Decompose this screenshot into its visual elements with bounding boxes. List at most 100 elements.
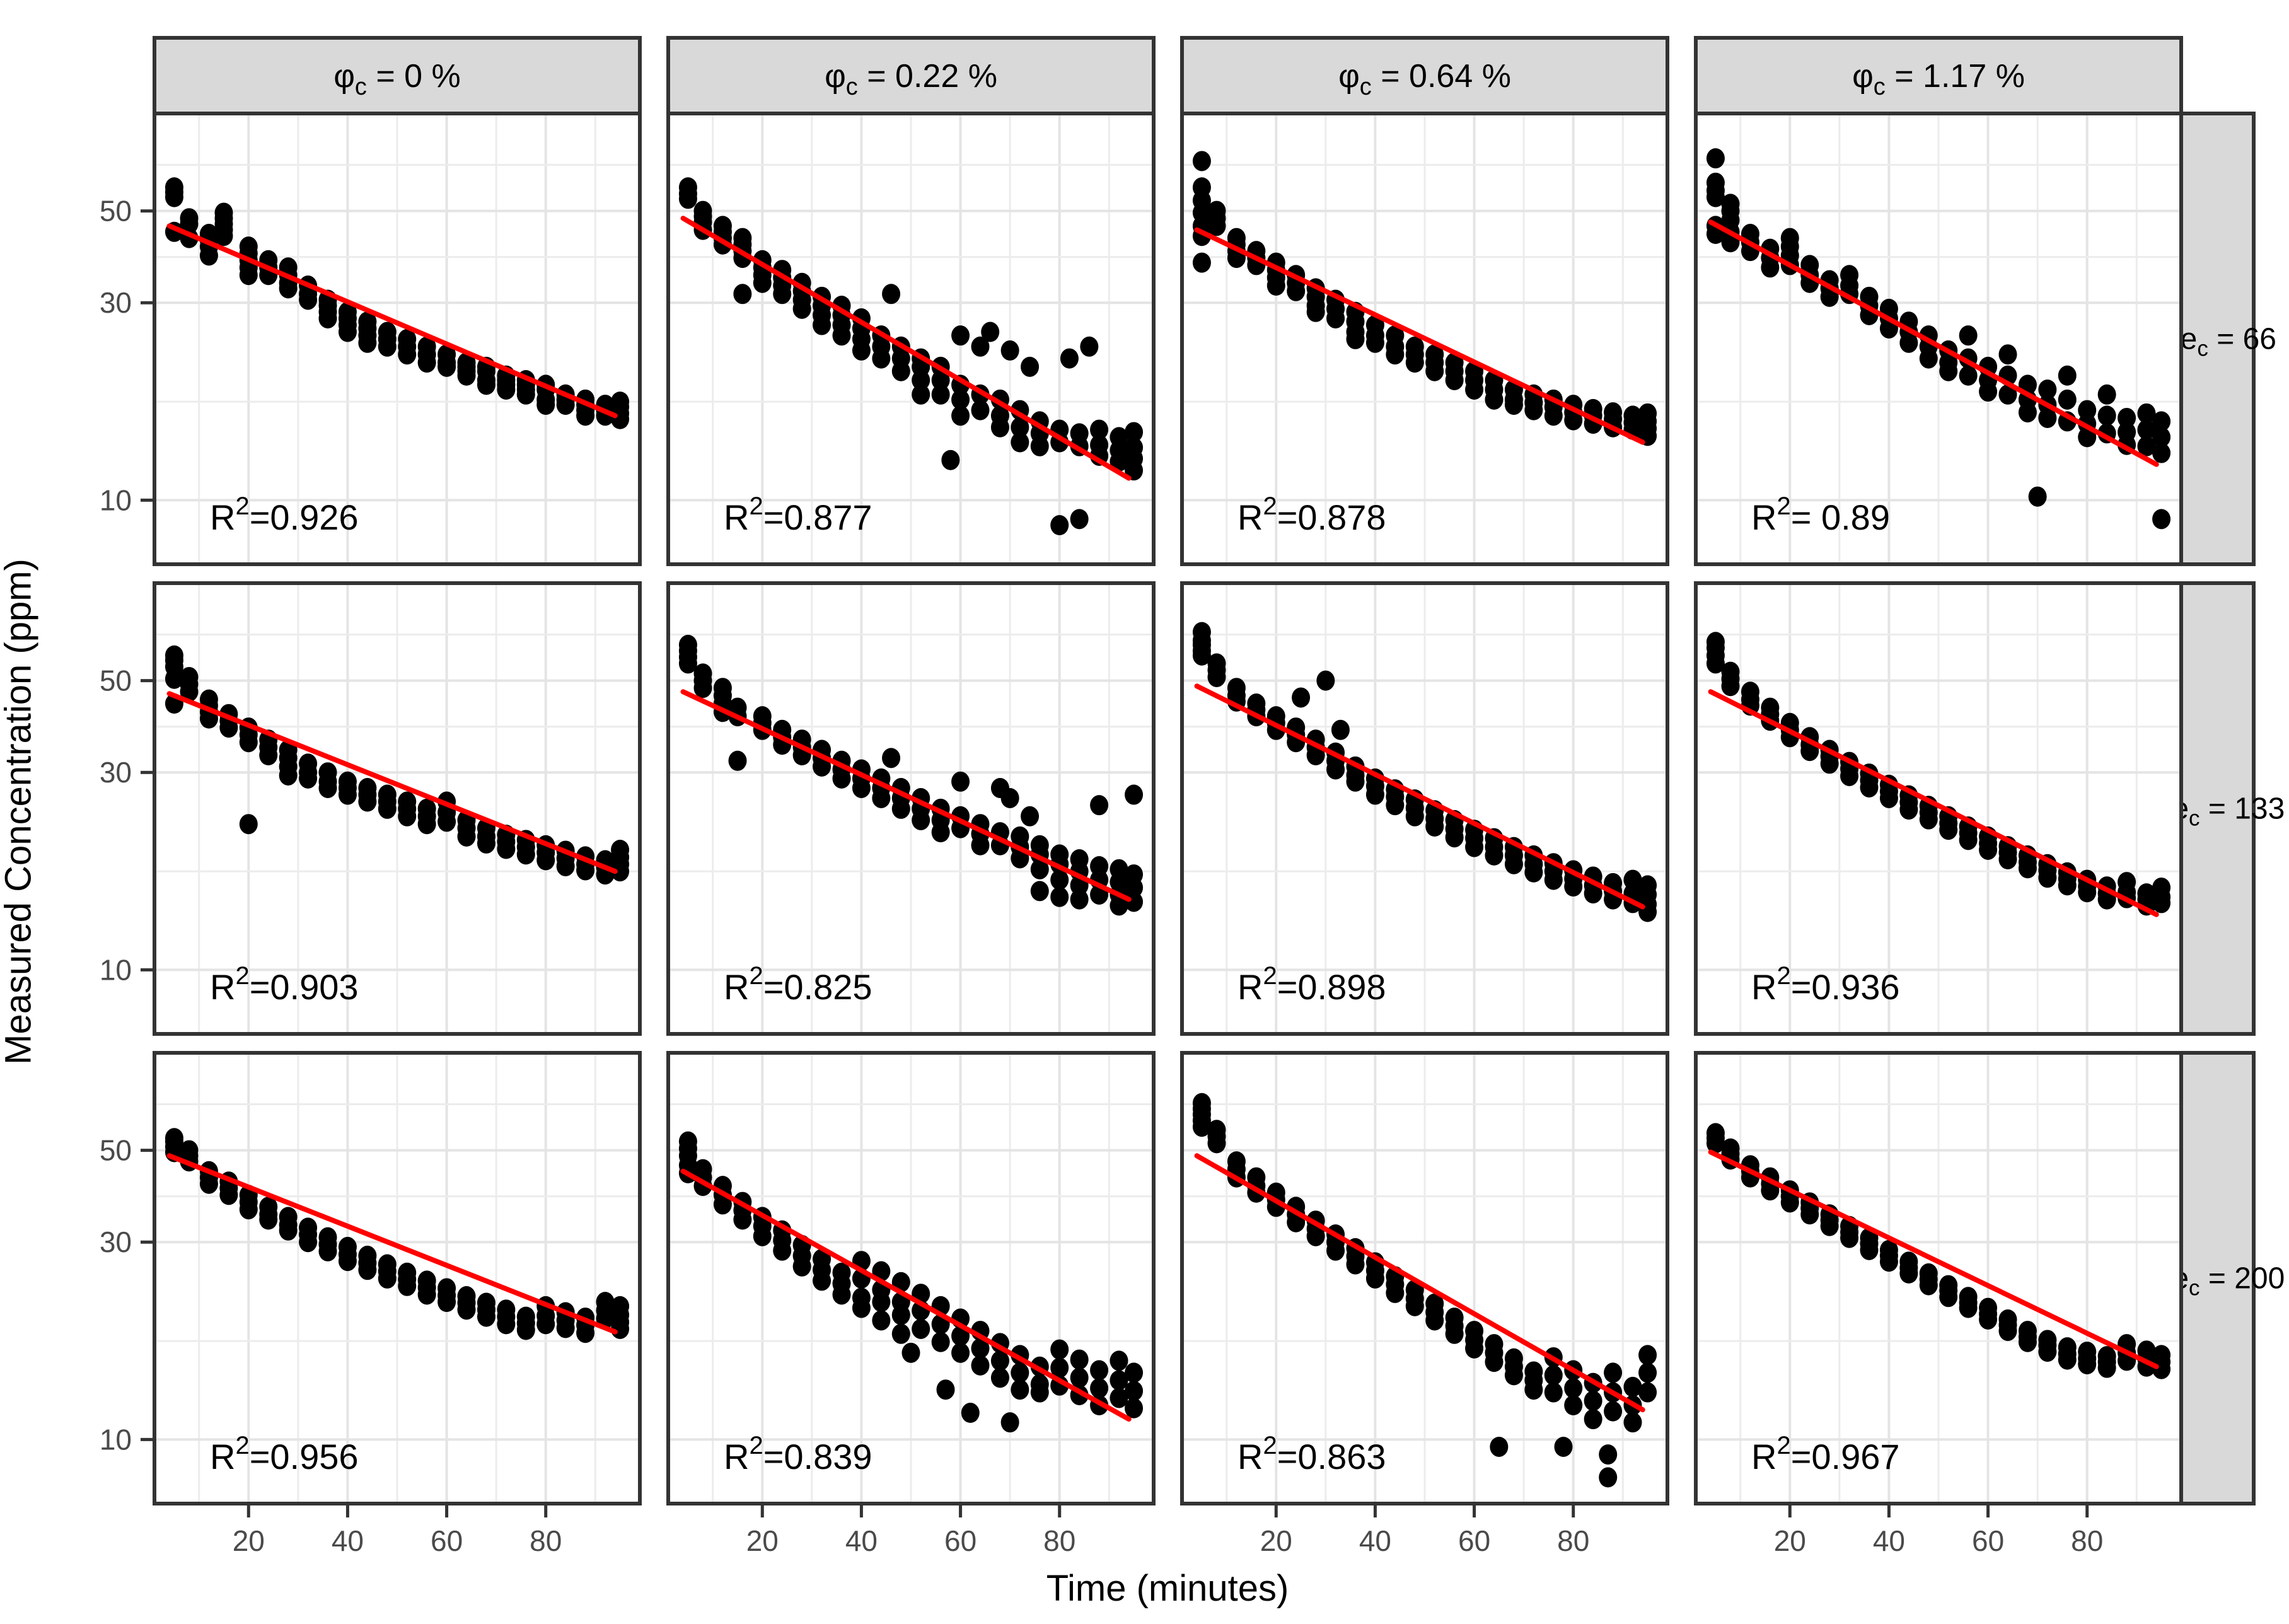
scatter-point bbox=[2097, 384, 2116, 405]
scatter-point bbox=[1638, 1362, 1657, 1383]
scatter-point bbox=[813, 315, 832, 335]
scatter-point bbox=[1584, 883, 1602, 904]
scatter-point bbox=[951, 1342, 970, 1363]
r2-label: R2=0.898 bbox=[1237, 962, 1386, 1007]
scatter-point bbox=[1192, 252, 1211, 273]
scatter-point bbox=[990, 417, 1009, 438]
x-tick-label: 80 bbox=[2071, 1524, 2103, 1557]
scatter-point bbox=[1554, 1436, 1573, 1457]
column-strip-label: φc = 1.17 % bbox=[1852, 58, 2025, 100]
scatter-point bbox=[2152, 427, 2171, 448]
x-tick-label: 20 bbox=[1774, 1524, 1806, 1557]
scatter-point bbox=[1544, 1382, 1563, 1403]
scatter-point bbox=[2152, 443, 2171, 463]
scatter-point bbox=[1405, 352, 1424, 373]
column-strip: φc = 0 % bbox=[153, 36, 642, 115]
scatter-point bbox=[1110, 451, 1128, 472]
scatter-point bbox=[1939, 361, 1958, 381]
scatter-point bbox=[1011, 1362, 1029, 1383]
fit-line bbox=[1708, 219, 2159, 467]
scatter-point bbox=[438, 811, 456, 832]
row-strip: Rec = 133 bbox=[2150, 581, 2285, 1036]
scatter-point bbox=[1780, 1192, 1799, 1213]
scatter-point bbox=[1207, 216, 1226, 236]
scatter-point bbox=[1326, 1240, 1345, 1261]
panel-border bbox=[666, 112, 1156, 566]
scatter-point bbox=[852, 340, 871, 361]
scatter-point bbox=[497, 838, 516, 859]
scatter-point bbox=[1979, 839, 1998, 860]
scatter-point bbox=[1011, 1379, 1029, 1400]
r2-label: R2=0.967 bbox=[1751, 1432, 1900, 1476]
scatter-point bbox=[1125, 1381, 1144, 1401]
strip-background bbox=[2179, 581, 2256, 1036]
r2-label: R2=0.839 bbox=[724, 1432, 872, 1476]
scatter-point bbox=[1000, 787, 1019, 808]
scatter-point bbox=[1564, 1395, 1583, 1415]
scatter-point bbox=[536, 395, 555, 415]
scatter-point bbox=[852, 777, 871, 798]
scatter-point bbox=[1030, 436, 1049, 456]
fit-line bbox=[166, 223, 618, 419]
scatter-point bbox=[1544, 869, 1563, 890]
scatter-point bbox=[239, 1199, 258, 1220]
x-tick-label: 40 bbox=[845, 1524, 878, 1557]
column-strip-label: φc = 0.64 % bbox=[1338, 58, 1511, 100]
scatter-point bbox=[1110, 1388, 1128, 1408]
scatter-point bbox=[1125, 784, 1144, 805]
scatter-point bbox=[199, 1173, 218, 1194]
r2-label: R2=0.926 bbox=[210, 492, 359, 537]
scatter-point bbox=[1584, 1391, 1602, 1412]
scatter-point bbox=[1979, 381, 1998, 402]
scatter-point bbox=[165, 187, 183, 207]
scatter-point bbox=[1721, 676, 1740, 697]
scatter-point bbox=[1706, 1133, 1725, 1154]
column-strip: φc = 0.22 % bbox=[666, 36, 1156, 115]
x-tick-label: 80 bbox=[1557, 1524, 1589, 1557]
scatter-point bbox=[1465, 837, 1484, 857]
scatter-point bbox=[1919, 348, 1938, 369]
scatter-point bbox=[318, 1241, 337, 1262]
scatter-point bbox=[912, 384, 930, 405]
scatter-point bbox=[1292, 687, 1311, 708]
scatter-point bbox=[1405, 806, 1424, 826]
scatter-point bbox=[1899, 1263, 1918, 1284]
strip-background bbox=[1180, 36, 1669, 115]
fit-line bbox=[166, 691, 618, 874]
scatter-point bbox=[1386, 344, 1405, 365]
scatter-point bbox=[1860, 1239, 1879, 1260]
scatter-point bbox=[1125, 1398, 1144, 1418]
scatter-point bbox=[239, 732, 258, 753]
scatter-point bbox=[1706, 148, 1725, 169]
scatter-point bbox=[1485, 845, 1504, 866]
facet-panel: R2=0.878 bbox=[1180, 112, 1669, 566]
scatter-point bbox=[1326, 308, 1345, 328]
scatter-point bbox=[1840, 1227, 1859, 1248]
facet-panel: R2=0.936 bbox=[1694, 581, 2183, 1036]
r2-label: R2= 0.89 bbox=[1751, 492, 1890, 537]
scatter-point bbox=[1524, 862, 1543, 883]
scatter-point bbox=[358, 791, 377, 812]
scatter-point bbox=[2137, 419, 2156, 440]
strip-background bbox=[2179, 1051, 2256, 1505]
scatter-point bbox=[576, 1323, 595, 1343]
panel-border bbox=[1694, 581, 2183, 1036]
scatter-point bbox=[1524, 1379, 1543, 1400]
scatter-point bbox=[2038, 407, 2057, 428]
scatter-point bbox=[457, 826, 476, 847]
scatter-point bbox=[299, 768, 318, 789]
scatter-point bbox=[912, 1318, 930, 1339]
fit-line bbox=[680, 1168, 1132, 1422]
panel-border bbox=[1180, 581, 1669, 1036]
scatter-point bbox=[1110, 1350, 1128, 1371]
scatter-point bbox=[693, 678, 712, 699]
scatter-point bbox=[931, 384, 950, 405]
y-tick-label: 30 bbox=[100, 756, 132, 789]
scatter-point bbox=[438, 356, 456, 377]
scatter-point bbox=[516, 384, 535, 405]
scatter-point bbox=[728, 750, 747, 771]
scatter-point bbox=[165, 668, 183, 689]
r2-label: R2=0.877 bbox=[724, 492, 872, 537]
scatter-point bbox=[477, 1306, 495, 1327]
